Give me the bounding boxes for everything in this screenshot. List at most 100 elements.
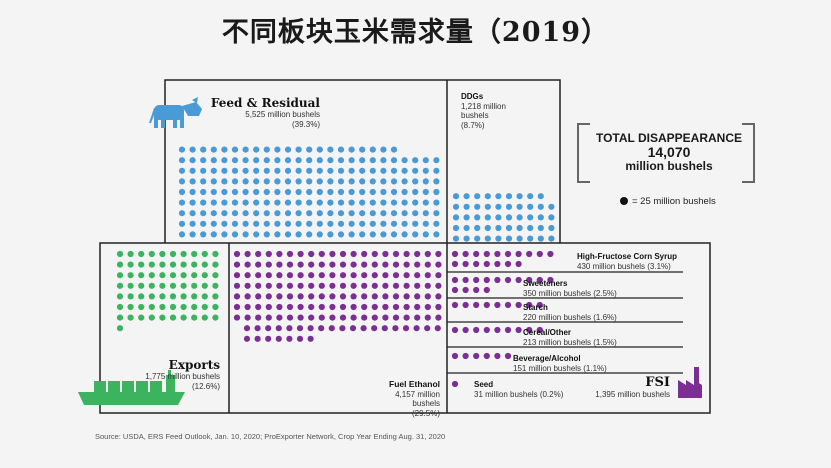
ethanol-dot-119 [435,303,442,311]
exports-dot-64 [159,314,166,321]
ethanol-dot-0 [233,250,241,258]
exports-dot-16 [180,261,187,268]
feed-dot-195 [390,157,398,164]
fsi-0-dot-16 [515,260,522,268]
fsi-0-dot-9 [547,250,554,258]
ethanol-dot-99 [435,293,442,300]
ethanol-dot-23 [265,261,272,268]
fsi-1-dot-7 [526,276,533,284]
exports-dot-41 [127,293,134,300]
ddgs-dot-38 [537,203,544,210]
ddgs-dot-22 [474,214,481,221]
beverage-name: Beverage/Alcohol [513,354,581,363]
ddgs-dot-4 [495,235,502,242]
ethanol-dot-102 [255,303,262,311]
ethanol-dot-138 [424,314,431,321]
ethanol-pct: (29.5%) [411,408,440,418]
ethanol-dot-54 [382,272,389,279]
ethanol-dot-39 [435,261,442,268]
ddgs-dot-3 [484,235,491,242]
feed-dot-3 [210,231,217,238]
ethanol-dot-155 [402,325,410,332]
feed-dot-61 [295,210,302,217]
ddgs-dot-34 [495,203,502,210]
exports-dot-13 [148,261,155,268]
ethanol-dot-101 [244,303,251,311]
feed-dot-210 [284,146,292,153]
ethanol-dot-42 [255,272,262,279]
feed-dot-129 [221,178,228,185]
ethanol-dot-92 [361,293,368,300]
ethanol-dot-158 [434,325,441,332]
exports-dot-25 [169,272,177,279]
fsi-0-dot-2 [473,250,480,258]
ethanol-dot-162 [275,335,282,342]
feed-dot-49 [433,220,440,227]
ddgs-dot-43 [484,193,491,200]
feed-dot-54 [221,210,228,217]
feed-dot-112 [306,188,313,196]
feed-dot-132 [253,178,260,185]
exports-dot-45 [169,293,177,300]
feed-dot-166 [348,167,355,174]
ethanol-value: 4,157 million bushels [395,389,440,409]
exports-dot-12 [138,261,145,268]
feed-dot-7 [253,231,260,238]
fsi-1-dot-10 [451,286,459,294]
feed-dot-32 [253,220,260,227]
ethanol-dot-153 [381,325,388,332]
ddgs-dot-18 [537,224,544,232]
starch-text: 220 million bushels (1.6%) [523,312,617,322]
ethanol-dot-7 [308,250,315,258]
exports-dot-40 [116,293,124,300]
feed-dot-50 [178,210,186,217]
exports-dot-36 [180,282,187,289]
exports-dot-59 [212,303,219,311]
feed-dot-99 [433,199,440,206]
feed-dot-219 [380,146,387,153]
exports-dot-1 [127,250,134,258]
feed-dot-215 [337,146,345,153]
fsi-5-dot-0 [451,380,459,388]
feed-dot-45 [390,220,398,227]
ethanol-dot-137 [414,314,421,321]
ethanol-dot-149 [339,325,346,332]
ddgs-dot-35 [505,203,513,210]
feed-dot-6 [242,231,249,238]
feed-label-group: Feed & Residual 5,525 million bushels (3… [205,96,320,129]
ethanol-dot-70 [339,282,347,289]
ethanol-dot-91 [350,293,357,300]
feed-dot-35 [284,220,292,227]
exports-dot-66 [180,314,187,321]
feed-dot-149 [433,178,440,185]
fsi-3-dot-5 [504,326,512,334]
feed-dot-107 [253,188,260,196]
feed-dot-96 [401,199,408,206]
ddgs-dot-10 [452,224,460,232]
feed-dot-60 [284,210,292,217]
feed-dot-137 [306,178,313,185]
ethanol-dot-71 [350,282,357,289]
fsi-0-dot-13 [483,260,490,268]
ethanol-dot-55 [392,272,400,279]
exports-dot-7 [191,250,198,258]
ddgs-dot-39 [548,203,555,210]
feed-dot-152 [200,167,207,174]
feed-dot-200 [178,146,186,153]
ethanol-dot-43 [265,272,272,279]
feed-dot-108 [263,188,270,196]
exports-dot-23 [148,272,155,279]
exports-dot-20 [116,272,124,279]
ethanol-dot-150 [349,325,357,332]
feed-dot-66 [348,210,355,217]
feed-dot-9 [274,231,281,238]
feed-dot-110 [284,188,292,196]
fsi-1-dot-8 [536,276,543,284]
feed-dot-46 [401,220,408,227]
ethanol-dot-28 [318,261,325,268]
ethanol-dot-163 [286,335,293,342]
feed-dot-15 [337,231,345,238]
beverage-text: 151 million bushels (1.1%) [513,363,607,373]
ethanol-dot-127 [308,314,315,321]
ddgs-dot-5 [505,235,513,242]
